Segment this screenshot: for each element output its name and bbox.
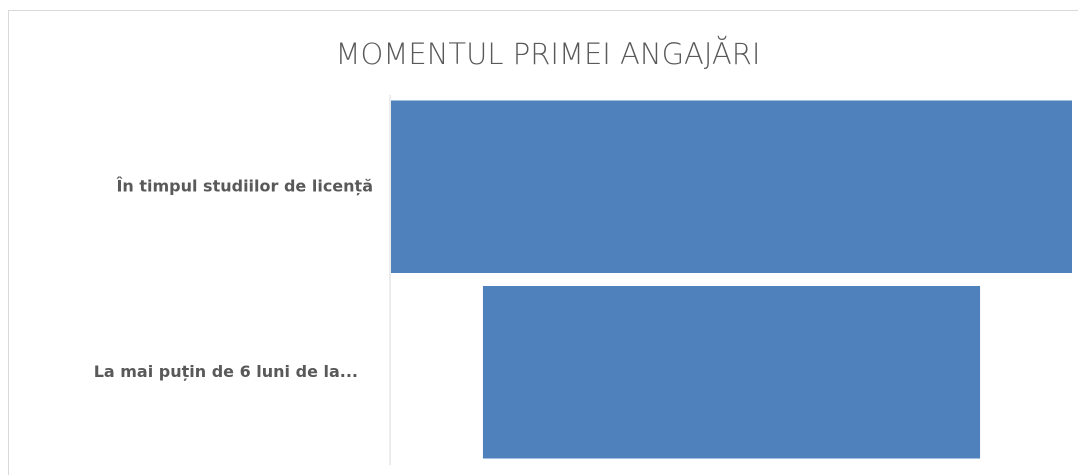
category-label: În timpul studiilor de licență	[116, 176, 373, 195]
bar	[482, 285, 981, 459]
chart-title: MOMENTUL PRIMEI ANGAJĂRI	[336, 37, 761, 71]
category-label: La mai puțin de 6 luni de la...	[94, 362, 358, 381]
bar	[391, 100, 1072, 274]
